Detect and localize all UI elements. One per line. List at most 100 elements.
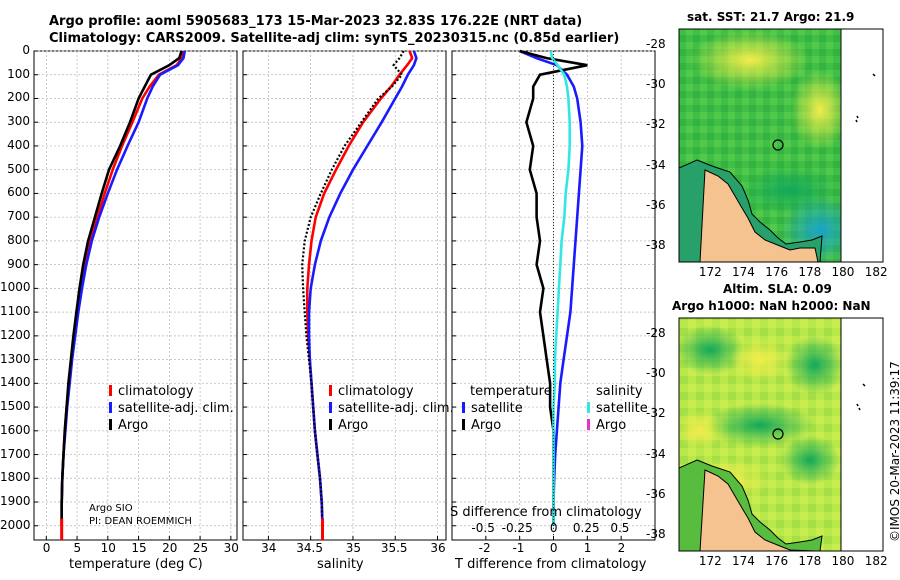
s-diff-tick-label: -0.25 bbox=[501, 521, 533, 535]
map-lat-label: -36 bbox=[646, 486, 666, 501]
s-difference-label: S difference from climatology bbox=[450, 505, 642, 520]
depth-tick-label: 200 bbox=[7, 90, 30, 105]
x-tick-label: 15 bbox=[131, 541, 147, 555]
x-tick-label: 35 bbox=[345, 541, 362, 555]
map-lon-label: 178 bbox=[798, 554, 822, 568]
legend-swatch-black bbox=[109, 419, 112, 430]
salinity-panel-frame bbox=[242, 50, 447, 541]
depth-tick-label: 100 bbox=[7, 66, 30, 81]
legend-item-t-argo: Argo bbox=[462, 418, 501, 433]
map-lon-label: 176 bbox=[765, 265, 789, 279]
depth-tick-label: 700 bbox=[7, 209, 30, 224]
legend-item-t-satellite: satellite bbox=[462, 401, 523, 416]
sst-map-title: sat. SST: 21.7 Argo: 21.9 bbox=[687, 10, 855, 24]
map-lon-label: 172 bbox=[698, 554, 722, 568]
legend-label: Argo bbox=[471, 418, 502, 433]
legend-swatch-blue bbox=[462, 402, 465, 413]
depth-tick-label: 600 bbox=[7, 185, 30, 200]
x-tick-label: 34 bbox=[261, 541, 277, 555]
map-lat-label: -28 bbox=[646, 37, 666, 52]
legend-item-argo: Argo bbox=[329, 418, 368, 433]
depth-tick-label: 500 bbox=[7, 161, 30, 176]
depth-tick-label: 900 bbox=[7, 256, 30, 271]
map-lon-label: 180 bbox=[831, 554, 855, 568]
map-lat-label: -34 bbox=[646, 157, 666, 172]
series-argo bbox=[60, 50, 183, 526]
series-temperature-satellite bbox=[519, 49, 584, 526]
legend-item-satellite: satellite-adj. clim. bbox=[109, 401, 234, 416]
credit-line1: Argo SIO bbox=[89, 503, 133, 514]
s-diff-tick-label: 0.25 bbox=[572, 521, 600, 535]
legend-item-climatology: climatology bbox=[109, 384, 194, 399]
map-lon-label: 178 bbox=[798, 265, 822, 279]
map-lat-label: -38 bbox=[646, 526, 666, 541]
legend-label: Argo bbox=[596, 418, 627, 433]
series-satellite-adj-clim- bbox=[307, 50, 418, 526]
legend-item-climatology: climatology bbox=[329, 384, 414, 399]
legend-label: Argo bbox=[118, 418, 149, 433]
map-lon-label: 174 bbox=[732, 554, 755, 568]
legend-swatch-red bbox=[329, 385, 332, 396]
depth-tick-label: 1100 bbox=[0, 304, 31, 319]
legend-swatch-cyan bbox=[587, 402, 590, 413]
depth-tick-label: 1300 bbox=[0, 351, 31, 366]
legend-title-salinity: salinity bbox=[596, 384, 643, 399]
map-lon-label: 182 bbox=[864, 265, 888, 279]
series-salinity-satellite bbox=[549, 50, 572, 526]
depth-tick-label: 1900 bbox=[0, 494, 31, 509]
legend-label: satellite bbox=[471, 401, 523, 416]
map-lon-label: 172 bbox=[698, 265, 722, 279]
x-tick-label: 20 bbox=[162, 541, 178, 555]
x-tick-label: 0 bbox=[42, 541, 51, 555]
credit-line2: PI: DEAN ROEMMICH bbox=[89, 516, 192, 527]
depth-tick-label: 0 bbox=[22, 43, 30, 57]
sst-map bbox=[679, 29, 841, 262]
difference-xlabel: T difference from climatology bbox=[455, 557, 647, 572]
legend-label: climatology bbox=[118, 384, 194, 399]
legend-label: satellite-adj. clim. bbox=[338, 401, 454, 416]
x-tick-label: 0 bbox=[549, 541, 558, 555]
argo-position-marker-sst bbox=[772, 139, 784, 151]
depth-tick-label: 300 bbox=[7, 114, 30, 129]
x-tick-label: 1 bbox=[583, 541, 592, 555]
x-tick-label: 34.5 bbox=[296, 541, 323, 555]
legend-item-s-satellite: satellite bbox=[587, 401, 648, 416]
x-tick-label: 5 bbox=[73, 541, 82, 555]
s-diff-tick-label: -0.5 bbox=[471, 521, 495, 535]
depth-tick-label: 1200 bbox=[0, 327, 31, 342]
map-lon-label: 176 bbox=[765, 554, 789, 568]
map-lon-label: 180 bbox=[831, 265, 855, 279]
map-lat-label: -28 bbox=[646, 326, 666, 341]
legend-label: satellite-adj. clim. bbox=[118, 401, 234, 416]
sla-map bbox=[679, 318, 841, 551]
s-diff-tick-label: 0 bbox=[549, 521, 558, 535]
figure-title-line1: Argo profile: aoml 5905683_173 15-Mar-20… bbox=[49, 14, 583, 29]
legend-item-satellite: satellite-adj. clim. bbox=[329, 401, 454, 416]
map-lat-label: -36 bbox=[646, 197, 666, 212]
sla-map-title-line2: Argo h1000: NaN h2000: NaN bbox=[672, 299, 871, 313]
x-tick-label: 30 bbox=[223, 541, 239, 555]
sla-map-title-line1: Altim. SLA: 0.09 bbox=[723, 282, 832, 296]
depth-tick-label: 1500 bbox=[0, 399, 31, 414]
depth-tick-label: 2000 bbox=[0, 517, 31, 532]
depth-tick-label: 1600 bbox=[0, 422, 31, 437]
map-lon-label: 182 bbox=[864, 554, 888, 568]
argo-position-marker-sla bbox=[772, 428, 784, 440]
x-tick-label: 10 bbox=[100, 541, 116, 555]
imos-timestamp: ©IMOS 20-Mar-2023 11:39:17 bbox=[888, 361, 900, 542]
depth-tick-label: 1400 bbox=[0, 375, 31, 390]
x-tick-label: -1 bbox=[512, 541, 525, 555]
depth-tick-label: 800 bbox=[7, 232, 30, 247]
legend-title-temperature: temperature bbox=[470, 384, 552, 399]
map-lat-label: -30 bbox=[646, 366, 666, 381]
legend-swatch-magenta bbox=[587, 419, 590, 430]
figure-title-line2: Climatology: CARS2009. Satellite-adj cli… bbox=[49, 31, 620, 46]
legend-label: satellite bbox=[596, 401, 648, 416]
legend-swatch-black bbox=[329, 419, 332, 430]
map-lat-label: -38 bbox=[646, 237, 666, 252]
legend-label: climatology bbox=[338, 384, 414, 399]
depth-tick-label: 1000 bbox=[0, 280, 31, 295]
depth-tick-label: 1800 bbox=[0, 470, 31, 485]
temperature-panel-frame bbox=[33, 50, 238, 541]
